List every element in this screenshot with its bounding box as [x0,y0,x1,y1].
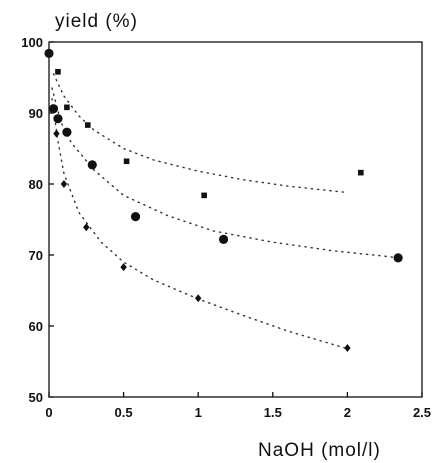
square-point [201,192,207,199]
diamond-point [120,263,127,272]
x-tick-label: 2 [344,405,351,420]
diamond-point [195,294,202,303]
x-tick-label: 0 [45,405,52,420]
square-point [358,169,364,176]
y-tick-label: 100 [21,35,43,50]
circle-point [62,127,72,137]
x-tick-label: 1 [195,405,202,420]
circle-point [87,160,97,170]
circle-point [130,212,141,222]
fit-curves [51,73,401,350]
diamond-point [60,180,68,188]
circle-point [53,114,63,124]
data-points [44,48,403,353]
y-tick-label: 90 [29,106,43,121]
square-point [64,104,70,111]
x-axis-title: NaOH (mol/l) [258,440,381,461]
circle-point [44,48,54,58]
circle-point [48,104,59,114]
x-tick-label: 1.5 [264,405,282,420]
square-point [84,122,91,128]
diamond-point [344,344,351,353]
fit-curve-circle [51,87,401,259]
square-point [55,69,61,75]
circle-point [218,234,229,244]
axis-ticks: 0 0.5 1 1.5 2 2.5 50 60 70 80 90 100 [21,35,431,420]
y-tick-label: 80 [29,177,43,192]
x-tick-label: 2.5 [413,405,431,420]
diamond-point [83,223,90,232]
fit-curve-square [52,73,349,194]
plot-frame [48,41,423,398]
diamond-point [53,129,60,138]
y-axis-title: yield (%) [55,11,138,32]
square-point [123,158,130,165]
circle-point [393,253,403,263]
fit-curve-diamond [51,98,349,350]
y-tick-label: 60 [29,319,43,334]
y-tick-label: 70 [29,248,43,263]
y-tick-label: 50 [29,390,43,405]
x-tick-label: 0.5 [115,405,133,420]
